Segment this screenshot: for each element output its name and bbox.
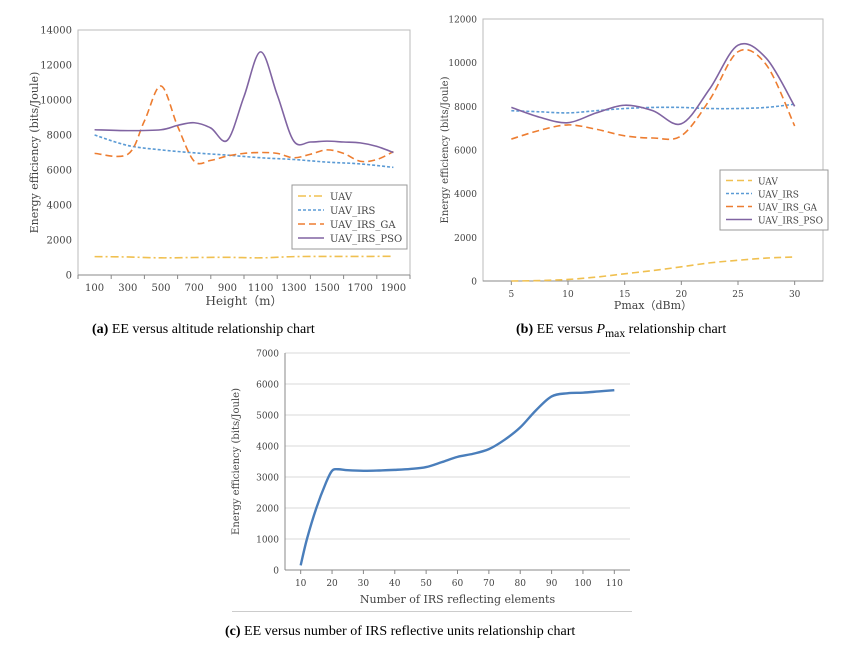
chart-a-xtick-label: 1500 [314, 283, 339, 294]
chart-a-legend-label: UAV [330, 192, 353, 203]
caption-c: (c) EE versus number of IRS reflective u… [225, 624, 575, 640]
chart-a-series-uav-irs-pso-line [94, 51, 394, 154]
chart-b-xtick-label: 10 [562, 290, 574, 300]
caption-b-text: EE versus [533, 322, 597, 337]
chart-c-xtick-label: 60 [452, 579, 464, 589]
chart-a-legend-label: UAV_IRS [330, 206, 376, 217]
chart-a-ytick-label: 10000 [40, 96, 72, 107]
chart-a-xtick-label: 300 [118, 283, 137, 294]
chart-b-legend-label: UAV_IRS_PSO [758, 217, 823, 227]
chart-a-xtick-label: 700 [185, 283, 204, 294]
chart-b-ytick-label: 2000 [454, 234, 477, 244]
chart-b-xtick-label: 25 [732, 290, 744, 300]
chart-b-series-uav-line [511, 256, 795, 282]
chart-b-series-uav-irs-ga-line [511, 48, 796, 141]
caption-b-tag: (b) [516, 322, 534, 337]
chart-a-xtick-label: 1300 [281, 283, 306, 294]
chart-c-xlabel: Number of IRS reflecting elements [360, 593, 556, 606]
chart-a-series-uav-line [94, 255, 394, 259]
caption-c-text: EE versus number of IRS reflective units… [240, 624, 576, 639]
chart-c-ytick-label: 7000 [256, 350, 279, 360]
chart-a-ytick-label: 14000 [40, 26, 72, 37]
chart-c: 0 1000 2000 3000 4000 5000 6000 7000 10 20 30 40 50 6… [225, 345, 635, 610]
chart-a-series-uav-irs-line [94, 134, 394, 169]
chart-a-svg: 0 2000 4000 6000 8000 10000 12000 14000 100 300 50… [28, 26, 411, 308]
chart-c-svg: 0 1000 2000 3000 4000 5000 6000 7000 10 20 30 40 50 6… [231, 350, 630, 606]
chart-a-xtick-label: 900 [218, 283, 237, 294]
chart-b-ytick-label: 8000 [454, 103, 477, 113]
chart-c-ytick-label: 3000 [256, 474, 279, 484]
chart-a-ytick-label: 12000 [40, 61, 72, 72]
chart-c-xtick-label: 100 [574, 579, 591, 589]
caption-b-sub: max [605, 326, 626, 340]
chart-a-xtick-label: 500 [151, 283, 170, 294]
caption-c-tag: (c) [225, 624, 241, 639]
caption-a-tag: (a) [92, 322, 109, 337]
chart-b-svg: 0 2000 4000 6000 8000 10000 12000 5 10 15 20 25 30 Pm… [440, 16, 829, 312]
chart-a-ytick-label: 0 [66, 271, 72, 282]
chart-a-ylabel: Energy efficiency (bits/Joule) [28, 72, 41, 234]
chart-b-ytick-label: 4000 [454, 190, 477, 200]
caption-a-text: EE versus altitude relationship chart [108, 322, 315, 337]
chart-c-ytick-label: 0 [273, 567, 279, 577]
chart-b-legend-label: UAV_IRS_GA [758, 204, 818, 214]
chart-c-ytick-label: 5000 [256, 412, 279, 422]
chart-c-divider [232, 611, 632, 612]
chart-b-ytick-label: 10000 [448, 59, 477, 69]
chart-b-xtick-label: 20 [676, 290, 688, 300]
chart-a-xtick-label: 100 [85, 283, 104, 294]
chart-a-legend-label: UAV_IRS_GA [330, 220, 396, 231]
chart-b-ytick-label: 0 [471, 278, 477, 288]
chart-a: 0 2000 4000 6000 8000 10000 12000 14000 100 300 50… [0, 0, 430, 320]
chart-b-ytick-label: 12000 [448, 16, 477, 26]
chart-c-xtick-label: 40 [389, 579, 401, 589]
chart-b-ytick-label: 6000 [454, 147, 477, 157]
chart-b-ylabel: Energy efficiency (bits/Joule) [440, 76, 451, 223]
chart-c-xtick-label: 50 [420, 579, 432, 589]
caption-a: (a) EE versus altitude relationship char… [92, 322, 315, 338]
chart-c-xtick-label: 80 [515, 579, 527, 589]
caption-b-text-after: relationship chart [625, 322, 727, 337]
chart-a-legend-label: UAV_IRS_PSO [330, 234, 402, 245]
chart-b-xlabel: Pmax（dBm） [614, 299, 692, 312]
chart-c-xtick-label: 20 [326, 579, 338, 589]
chart-c-xtick-label: 110 [606, 579, 623, 589]
chart-a-series-uav-irs-ga-line [94, 85, 394, 165]
chart-c-series-ee-line [299, 389, 615, 566]
chart-a-xtick-label: 1700 [347, 283, 372, 294]
chart-b-xtick-label: 30 [789, 290, 801, 300]
chart-b-legend-label: UAV [758, 178, 778, 188]
chart-c-xtick-label: 90 [546, 579, 558, 589]
chart-c-ytick-label: 4000 [256, 443, 279, 453]
caption-b-italic: P [596, 322, 606, 337]
chart-b-series-uav-irs-pso-line [511, 42, 796, 126]
chart-b-legend-label: UAV_IRS [758, 191, 799, 201]
chart-b: 0 2000 4000 6000 8000 10000 12000 5 10 15 20 25 30 Pm… [430, 0, 868, 320]
chart-c-xtick-label: 10 [295, 579, 307, 589]
chart-b-plot-frame [482, 18, 824, 282]
chart-b-xtick-label: 15 [619, 290, 631, 300]
chart-a-ytick-label: 8000 [47, 131, 72, 142]
chart-c-ytick-label: 6000 [256, 381, 279, 391]
chart-a-xlabel: Height（m） [205, 294, 282, 308]
chart-a-ytick-label: 2000 [47, 236, 72, 247]
chart-c-xtick-label: 70 [483, 579, 495, 589]
chart-c-ytick-label: 2000 [256, 505, 279, 515]
chart-c-ytick-label: 1000 [256, 536, 279, 546]
chart-b-xtick-label: 5 [508, 290, 514, 300]
caption-b: (b) EE versus Pmax relationship chart [516, 322, 726, 340]
chart-a-xtick-label: 1100 [248, 283, 273, 294]
chart-b-series-uav-irs-line [511, 103, 795, 114]
chart-a-ytick-label: 6000 [47, 166, 72, 177]
chart-a-ytick-label: 4000 [47, 201, 72, 212]
chart-c-xtick-label: 30 [358, 579, 370, 589]
chart-a-xtick-label: 1900 [381, 283, 406, 294]
chart-c-ylabel: Energy efficiency (bits/Joule) [231, 388, 242, 535]
